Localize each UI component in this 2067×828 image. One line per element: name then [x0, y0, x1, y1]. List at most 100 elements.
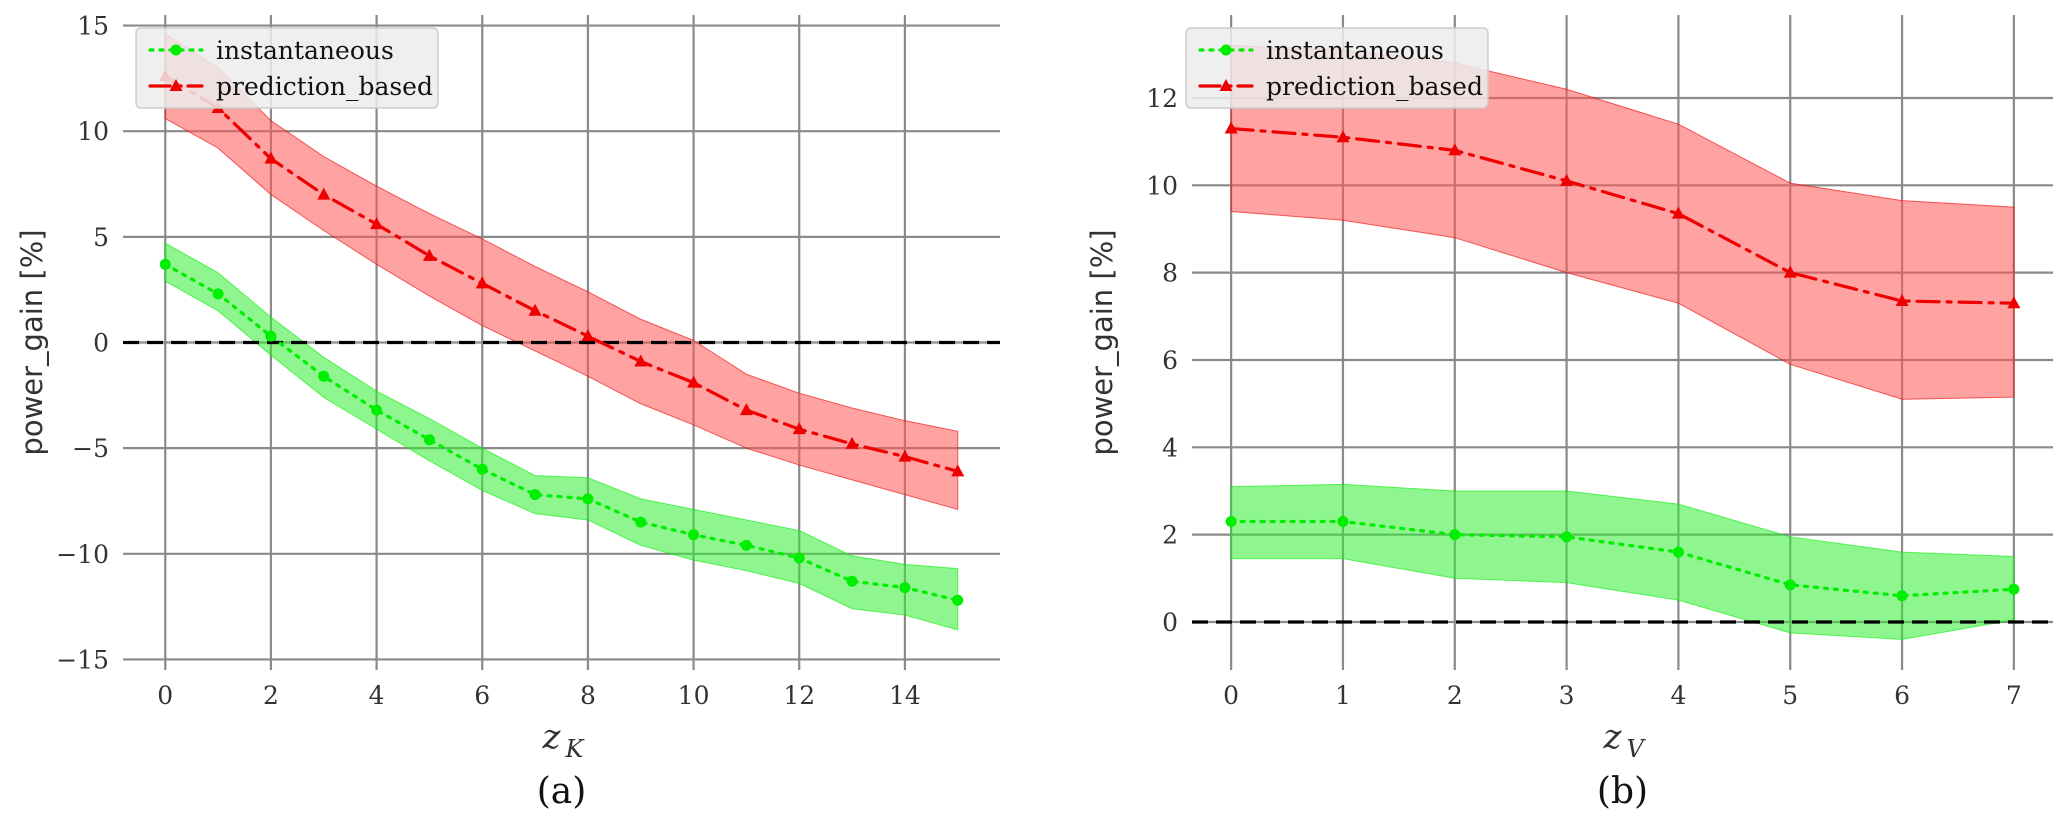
x-tick-label: 6 — [474, 681, 490, 710]
point-prediction_based — [739, 403, 753, 416]
caption: (b) — [1597, 771, 1648, 812]
point-instantaneous — [318, 370, 330, 382]
point-prediction_based — [422, 248, 436, 261]
point-instantaneous — [1225, 516, 1237, 528]
point-prediction_based — [898, 449, 912, 462]
x-tick-label: 5 — [1782, 681, 1798, 710]
point-instantaneous — [1561, 531, 1573, 543]
point-prediction_based — [951, 464, 965, 477]
legend-marker-instantaneous — [1220, 44, 1232, 56]
x-axis-label: z — [1603, 717, 1623, 757]
x-tick-label: 1 — [1335, 681, 1351, 710]
x-tick-label: 2 — [263, 681, 279, 710]
point-prediction_based — [475, 276, 489, 289]
legend: instantaneous prediction_based — [135, 27, 439, 109]
point-prediction_based — [1671, 206, 1685, 219]
legend-label-prediction_based: prediction_based — [1266, 72, 1483, 101]
point-instantaneous — [846, 575, 858, 587]
point-instantaneous — [1672, 546, 1684, 558]
y-tick-label: 8 — [1162, 259, 1178, 288]
series-line-prediction_based — [1229, 126, 2016, 305]
legend-label-instantaneous: instantaneous — [216, 36, 394, 65]
y-tick-label: 12 — [1146, 84, 1178, 113]
point-prediction_based — [370, 217, 384, 230]
y-tick-label: 10 — [1146, 171, 1178, 200]
point-instantaneous — [159, 258, 171, 270]
x-tick-label: 6 — [1894, 681, 1910, 710]
point-instantaneous — [371, 404, 383, 416]
y-tick-label: 10 — [77, 117, 109, 146]
x-tick-label: 14 — [889, 681, 921, 710]
point-prediction_based — [1783, 265, 1797, 278]
point-instantaneous — [688, 529, 700, 541]
x-tick-label: 0 — [157, 681, 173, 710]
x-axis-label: z — [542, 717, 562, 757]
point-prediction_based — [792, 422, 806, 435]
y-tick-label: 2 — [1162, 521, 1178, 550]
y-tick-label: −10 — [56, 540, 109, 569]
band-instantaneous — [164, 242, 959, 631]
point-prediction_based — [581, 329, 595, 342]
point-prediction_based — [528, 303, 542, 316]
point-instantaneous — [635, 516, 647, 528]
point-instantaneous — [582, 493, 594, 505]
legend-marker-prediction_based — [1219, 79, 1233, 91]
x-tick-label: 4 — [369, 681, 385, 710]
legend-label-prediction_based: prediction_based — [216, 72, 433, 101]
x-tick-label: 0 — [1223, 681, 1239, 710]
point-prediction_based — [1224, 121, 1238, 134]
band-instantaneous — [1230, 483, 2015, 640]
y-axis-label: power_gain [%] — [15, 229, 49, 455]
caption: (a) — [537, 771, 587, 812]
x-axis-label-subscript: K — [565, 735, 586, 763]
y-tick-label: 15 — [77, 12, 109, 41]
point-instantaneous — [423, 434, 435, 446]
point-instantaneous — [1784, 579, 1796, 591]
series-line-instantaneous — [1229, 519, 2016, 598]
point-instantaneous — [1337, 516, 1349, 528]
point-prediction_based — [634, 354, 648, 367]
legend-marker-prediction_based — [169, 79, 183, 91]
point-prediction_based — [1895, 294, 1909, 307]
point-prediction_based — [1560, 173, 1574, 186]
band-prediction_based — [164, 33, 959, 511]
point-instantaneous — [899, 582, 911, 594]
x-axis-label-subscript: V — [1627, 735, 1647, 763]
x-tick-label: 7 — [2006, 681, 2022, 710]
x-tick-label: 8 — [580, 681, 596, 710]
chart-a: 0 2 4 6 8 10 12 14 −15 −10 −5 0 5 10 15 power_gain [%] z… — [15, 12, 1000, 812]
y-tick-label: 6 — [1162, 346, 1178, 375]
point-prediction_based — [2007, 296, 2021, 309]
y-tick-label: 4 — [1162, 433, 1178, 462]
legend-box — [1185, 27, 1489, 109]
x-tick-label: 12 — [783, 681, 815, 710]
legend: instantaneous prediction_based — [1185, 27, 1489, 109]
x-tick-label: 4 — [1670, 681, 1686, 710]
point-prediction_based — [264, 151, 278, 164]
point-instantaneous — [1449, 529, 1461, 541]
point-instantaneous — [529, 489, 541, 501]
point-prediction_based — [1448, 143, 1462, 156]
x-tick-label: 2 — [1447, 681, 1463, 710]
point-instantaneous — [1896, 590, 1908, 602]
y-tick-label: 0 — [93, 329, 109, 358]
y-tick-label: −5 — [72, 434, 109, 463]
y-tick-label: −15 — [56, 645, 109, 674]
point-instantaneous — [2008, 583, 2020, 595]
point-instantaneous — [212, 288, 224, 300]
y-tick-label: 5 — [93, 223, 109, 252]
legend-marker-instantaneous — [170, 44, 182, 56]
point-instantaneous — [476, 463, 488, 475]
point-instantaneous — [265, 330, 277, 342]
series-line-prediction_based — [163, 74, 960, 473]
legend-label-instantaneous: instantaneous — [1266, 36, 1444, 65]
band-prediction_based — [1230, 45, 2015, 400]
y-tick-label: 0 — [1162, 608, 1178, 637]
point-prediction_based — [845, 436, 859, 449]
point-prediction_based — [1336, 130, 1350, 143]
point-instantaneous — [740, 539, 752, 551]
x-tick-label: 3 — [1559, 681, 1575, 710]
point-instantaneous — [793, 552, 805, 564]
